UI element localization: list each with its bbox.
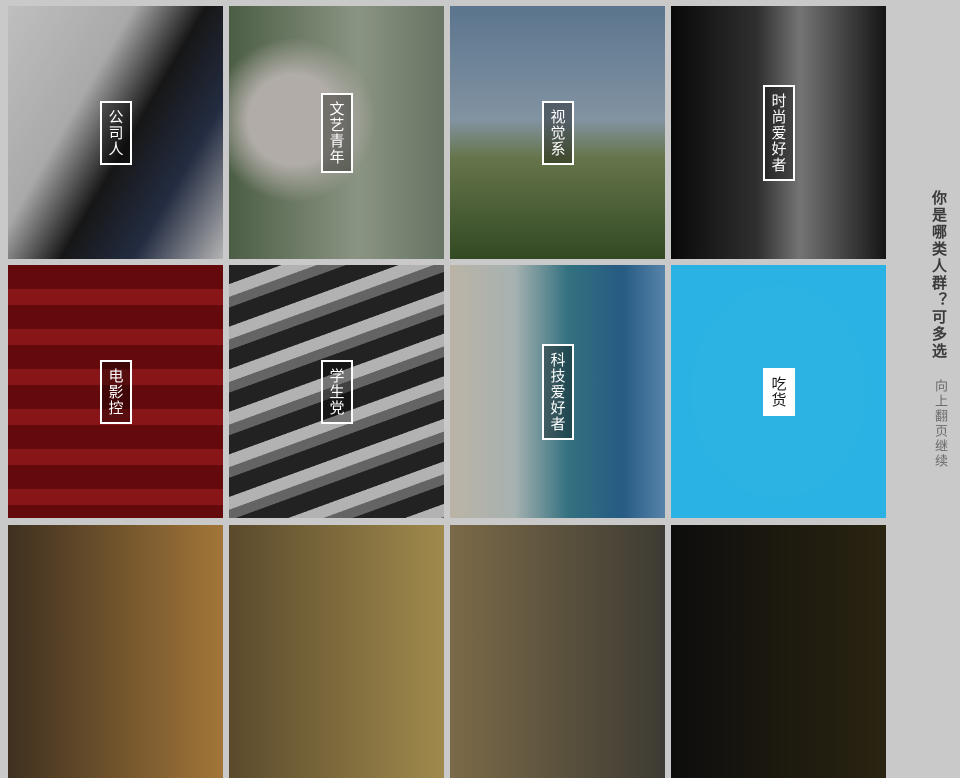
tile-tech-lover[interactable]: 科技爱好者 <box>450 265 665 518</box>
tile-label: 学生党 <box>320 359 353 424</box>
tile-image-fashion <box>671 6 886 259</box>
question-title: 你是哪类人群？可多选 <box>930 190 948 360</box>
tile-movie-fan[interactable]: 电影控 <box>8 265 223 518</box>
tile-image-photo <box>450 6 665 259</box>
tile-visual[interactable]: 视觉系 <box>450 6 665 259</box>
side-panel: 你是哪类人群？可多选 向上翻页继续 <box>929 190 950 469</box>
tile-image-book <box>229 6 444 259</box>
tile-partial[interactable] <box>229 525 444 778</box>
tile-student[interactable]: 学生党 <box>229 265 444 518</box>
tile-partial[interactable] <box>450 525 665 778</box>
tile-office-worker[interactable]: 公司人 <box>8 6 223 259</box>
tile-label: 文艺青年 <box>320 92 353 173</box>
tile-label: 电影控 <box>99 359 132 424</box>
tile-label-selected: 吃货 <box>762 367 795 416</box>
tile-image-office <box>8 6 223 259</box>
tile-partial[interactable] <box>8 525 223 778</box>
tile-foodie[interactable]: 吃货 <box>671 265 886 518</box>
tile-fashion-lover[interactable]: 时尚爱好者 <box>671 6 886 259</box>
tile-label: 时尚爱好者 <box>762 84 795 181</box>
tile-image-phone-beach <box>450 265 665 518</box>
tile-label: 视觉系 <box>541 100 574 165</box>
tile-label: 公司人 <box>99 100 132 165</box>
tile-partial[interactable] <box>671 525 886 778</box>
swipe-hint: 向上翻页继续 <box>932 379 947 469</box>
tile-image-stairs <box>229 265 444 518</box>
tile-literary-youth[interactable]: 文艺青年 <box>229 6 444 259</box>
tile-image-cinema <box>8 265 223 518</box>
tile-label: 科技爱好者 <box>541 343 574 440</box>
